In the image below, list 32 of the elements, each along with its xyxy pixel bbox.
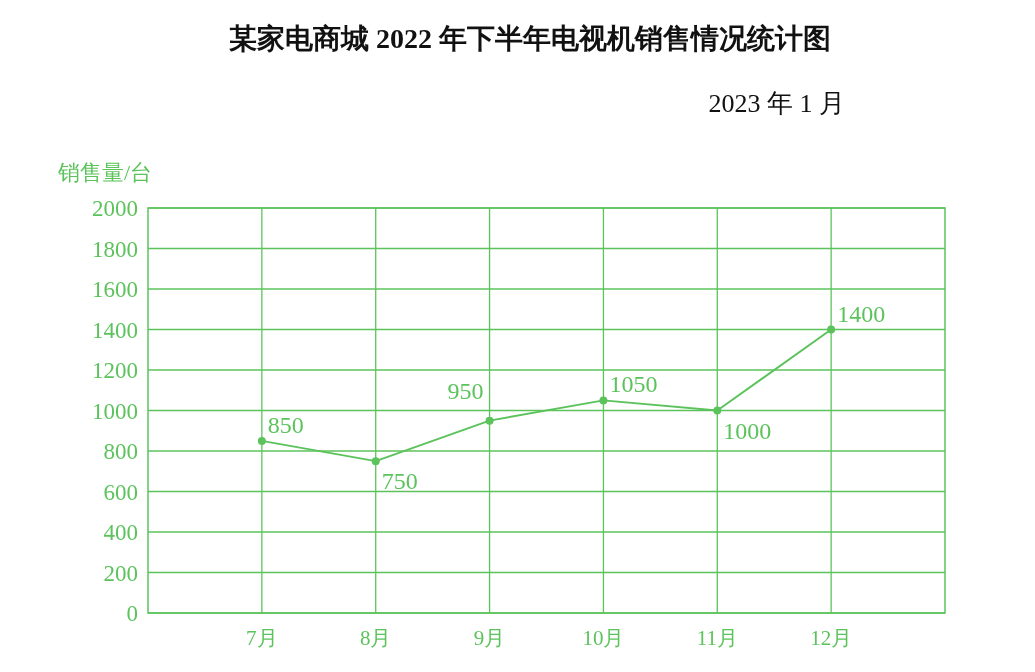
y-tick-label: 1400	[92, 317, 138, 343]
y-tick-label: 0	[126, 601, 138, 626]
point	[485, 416, 494, 425]
y-tick-label: 1000	[92, 398, 138, 424]
point	[713, 406, 722, 415]
point	[257, 436, 266, 445]
x-tick-label: 10月	[582, 626, 625, 650]
x-tick-label: 7月	[246, 626, 278, 650]
data-label: 750	[381, 468, 418, 495]
chart-title: 某家电商城 2022 年下半年电视机销售情况统计图	[229, 23, 831, 54]
x-tick-label: 8月	[359, 626, 392, 650]
y-tick-label: 600	[103, 479, 138, 505]
data-label: 850	[267, 411, 304, 438]
y-tick-label: 200	[103, 560, 138, 586]
y-tick-label: 2000	[92, 196, 138, 221]
y-axis-title: 销售量/台	[57, 160, 153, 185]
y-tick-label: 400	[103, 520, 138, 545]
y-tick-label: 1600	[92, 277, 138, 302]
data-label: 1050	[609, 371, 658, 398]
point	[599, 396, 608, 405]
y-tick-label: 1200	[92, 358, 138, 383]
data-label: 1400	[837, 300, 886, 327]
data-label: 1000	[723, 417, 772, 444]
y-tick-label: 1800	[92, 236, 138, 262]
x-tick-label: 11月	[696, 626, 738, 650]
data-label: 950	[447, 377, 484, 404]
point	[371, 457, 380, 466]
x-tick-label: 12月	[810, 626, 853, 650]
x-tick-label: 9月	[473, 626, 506, 650]
y-tick-label: 800	[103, 439, 138, 464]
chart-subtitle: 2023 年 1 月	[708, 89, 845, 118]
point	[827, 325, 836, 334]
